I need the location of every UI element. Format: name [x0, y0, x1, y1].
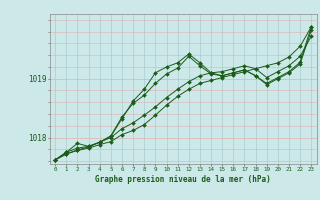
- X-axis label: Graphe pression niveau de la mer (hPa): Graphe pression niveau de la mer (hPa): [95, 175, 271, 184]
